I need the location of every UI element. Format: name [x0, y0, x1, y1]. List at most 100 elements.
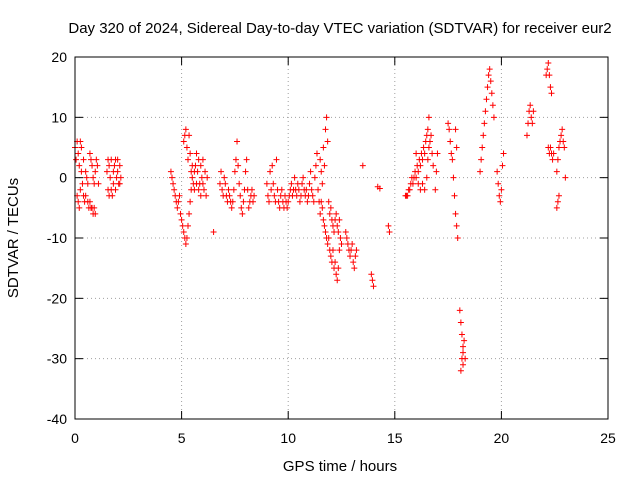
data-point — [343, 235, 350, 241]
data-point — [92, 168, 99, 175]
data-point — [426, 138, 433, 145]
data-point — [429, 150, 436, 157]
data-point — [523, 132, 530, 139]
data-point — [219, 186, 226, 193]
data-point — [93, 156, 100, 163]
data-point — [111, 162, 118, 169]
data-point — [295, 186, 302, 193]
data-point — [545, 60, 552, 67]
data-point — [320, 216, 327, 223]
data-point — [199, 156, 206, 163]
data-point — [424, 126, 431, 133]
data-point — [187, 150, 194, 157]
data-point — [562, 174, 569, 181]
data-point — [353, 247, 360, 254]
data-point — [116, 162, 123, 169]
data-point — [445, 120, 452, 127]
data-point — [386, 228, 393, 235]
data-point — [195, 186, 202, 193]
data-point — [95, 180, 102, 187]
data-point — [430, 162, 437, 169]
data-point — [288, 180, 295, 187]
data-point — [237, 192, 244, 199]
data-point — [333, 210, 340, 217]
data-point — [191, 168, 198, 175]
data-point — [170, 180, 177, 187]
data-point — [75, 198, 82, 205]
data-point — [425, 144, 432, 151]
data-point — [434, 150, 441, 157]
data-point — [458, 331, 465, 338]
data-point — [186, 132, 193, 139]
data-point — [324, 241, 331, 248]
data-point — [94, 162, 101, 169]
data-point — [337, 235, 344, 241]
data-point — [110, 180, 117, 187]
data-point — [350, 259, 357, 266]
data-point — [180, 138, 187, 145]
data-point — [334, 222, 341, 229]
data-point — [494, 168, 501, 175]
data-point — [489, 102, 496, 109]
data-point — [319, 180, 326, 187]
data-point — [323, 114, 330, 121]
data-point — [304, 198, 311, 205]
data-point — [264, 192, 271, 199]
data-point — [480, 132, 487, 139]
data-point — [549, 156, 556, 163]
data-point — [527, 102, 534, 109]
data-point — [555, 144, 562, 151]
data-point — [86, 150, 93, 157]
data-point — [92, 210, 99, 217]
data-point — [370, 283, 377, 290]
y-tick-labels: -40 -30 -20 -10 0 10 20 — [47, 49, 67, 427]
data-point — [428, 132, 435, 139]
data-point — [325, 198, 332, 205]
data-point — [413, 174, 420, 181]
data-point — [175, 198, 182, 205]
data-point — [529, 120, 536, 127]
data-point — [423, 174, 430, 181]
data-point — [321, 162, 328, 169]
data-point — [421, 150, 428, 157]
data-point — [419, 180, 426, 187]
data-point — [77, 186, 84, 193]
data-point — [317, 156, 324, 163]
data-point — [86, 198, 93, 205]
data-point — [319, 204, 326, 211]
data-point — [406, 186, 413, 193]
data-point — [424, 156, 431, 163]
data-point — [326, 210, 333, 217]
data-point — [174, 204, 181, 211]
data-point — [313, 150, 320, 157]
data-point — [82, 168, 89, 175]
data-point — [225, 186, 232, 193]
data-point — [89, 162, 96, 169]
y-axis-label: SDTVAR / TECUs — [5, 178, 22, 298]
data-point — [296, 198, 303, 205]
data-point — [245, 204, 252, 211]
x-tick-label: 0 — [71, 430, 79, 446]
data-point — [544, 66, 551, 73]
data-point — [487, 78, 494, 85]
data-point — [425, 114, 432, 121]
data-point — [376, 185, 383, 192]
data-point — [197, 192, 204, 199]
data-point — [184, 222, 191, 229]
data-point — [332, 259, 339, 266]
data-point — [231, 168, 238, 175]
data-point — [456, 307, 463, 314]
data-point — [218, 168, 225, 175]
data-point — [178, 216, 185, 223]
data-point — [291, 174, 298, 181]
data-point — [75, 150, 82, 157]
data-point — [485, 72, 492, 79]
data-point — [315, 186, 322, 193]
data-point — [553, 168, 560, 175]
data-point — [338, 241, 345, 248]
data-point — [76, 204, 83, 211]
data-point — [453, 144, 460, 151]
data-point — [336, 216, 343, 223]
x-tick-label: 25 — [600, 430, 616, 446]
data-point — [448, 150, 455, 157]
